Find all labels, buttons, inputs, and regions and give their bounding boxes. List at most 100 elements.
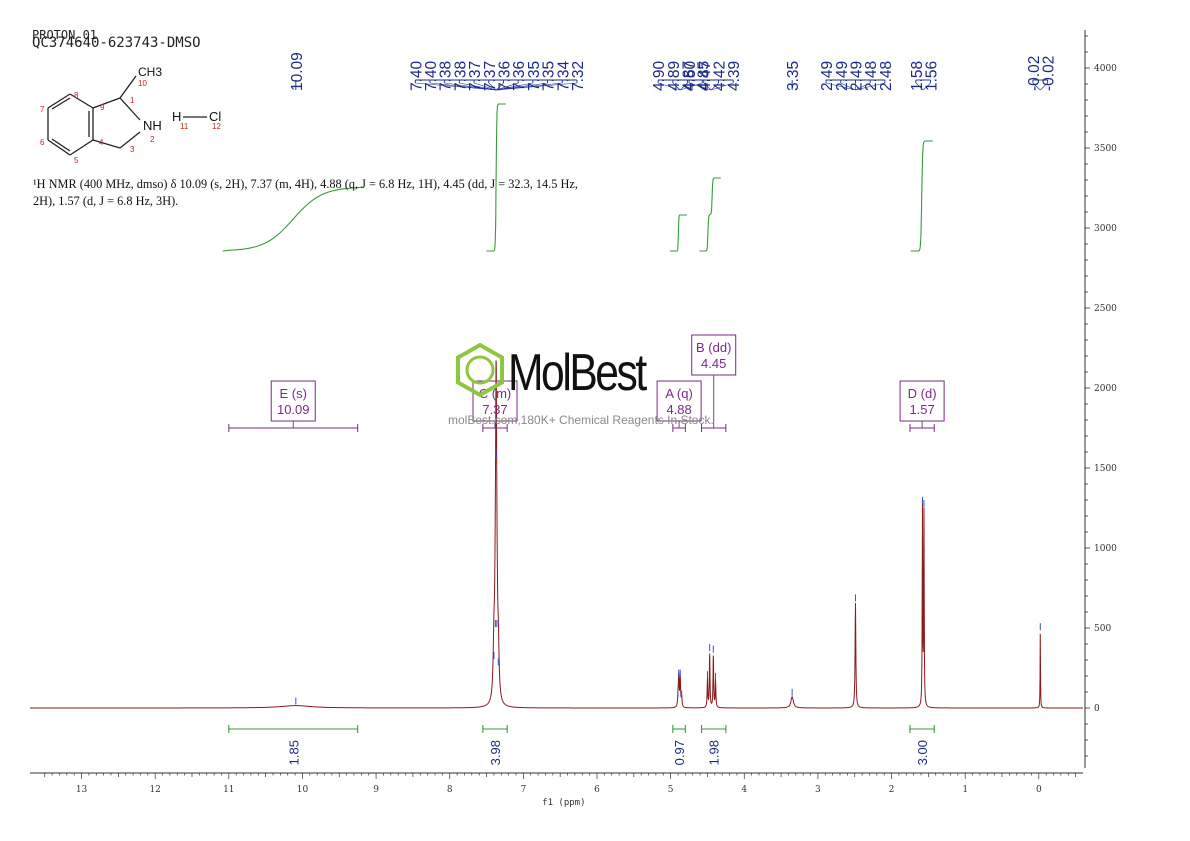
peak-leader xyxy=(1040,82,1048,91)
x-tick-label: 12 xyxy=(149,785,160,795)
integral-curve xyxy=(910,140,933,252)
atom-number: 4 xyxy=(99,138,104,147)
integral-curve xyxy=(486,103,506,252)
atom-number: 7 xyxy=(40,105,45,114)
multiplet-label: D (d) xyxy=(908,386,937,401)
peak-label: 4.50 xyxy=(682,60,699,91)
multiplet-label: B (dd) xyxy=(696,340,731,355)
cl-label: Cl xyxy=(209,109,221,124)
x-tick-label: 6 xyxy=(594,785,600,795)
nh-label: NH xyxy=(143,118,162,133)
integral-value: 3.00 xyxy=(915,740,930,765)
peak-leader xyxy=(680,82,688,91)
peak-leader xyxy=(840,82,856,91)
peak-leader xyxy=(429,82,497,91)
peak-leader xyxy=(703,82,712,91)
peak-label: 2.48 xyxy=(878,61,895,91)
peak-leader xyxy=(825,82,856,91)
molecule-structure xyxy=(47,75,207,156)
peak-leader xyxy=(495,82,504,91)
y-tick-label: 0 xyxy=(1094,704,1100,714)
h-label: H xyxy=(172,109,181,124)
atom-number: 12 xyxy=(212,122,221,131)
peak-label: 2.49 xyxy=(834,61,851,91)
multiplet-label: A (q) xyxy=(665,386,692,401)
x-tick-label: 1 xyxy=(962,785,968,795)
molbest-logo-icon xyxy=(456,342,504,398)
multiplet-shift: 10.09 xyxy=(277,402,310,417)
peak-leader xyxy=(855,82,871,91)
multiplet-label: E (s) xyxy=(280,386,307,401)
experiment-name: PROTON_01 xyxy=(32,28,98,42)
integral-value: 3.98 xyxy=(488,740,503,765)
peak-leader xyxy=(915,82,924,91)
peak-label: 2.49 xyxy=(848,61,865,91)
sample-id: QC374640-623743-DMSO xyxy=(32,35,201,51)
x-tick-label: 4 xyxy=(741,785,747,795)
y-tick-label: 3000 xyxy=(1094,224,1117,234)
peak-leader xyxy=(672,82,681,91)
peak-label: 4.90 xyxy=(651,60,668,91)
multiplet-shift: 1.57 xyxy=(909,402,934,417)
peak-label: 7.37 xyxy=(482,61,499,91)
x-tick-label: 3 xyxy=(815,785,821,795)
peak-leader xyxy=(711,82,734,91)
peak-label: 1.58 xyxy=(909,61,926,91)
peak-label: 1.56 xyxy=(924,61,941,91)
atom-number: 5 xyxy=(74,156,79,165)
x-tick-label: 10 xyxy=(297,785,309,795)
x-tick-label: 7 xyxy=(520,785,526,795)
y-tick-label: 4000 xyxy=(1094,64,1117,74)
y-tick-label: 2000 xyxy=(1094,384,1117,394)
peak-label: 4.89 xyxy=(666,61,683,91)
multiplet-shift: 4.88 xyxy=(666,402,691,417)
integral-value: 0.97 xyxy=(672,740,687,765)
atom-number: 2 xyxy=(150,135,155,144)
peak-leader xyxy=(855,82,885,91)
y-tick-label: 1000 xyxy=(1094,544,1117,554)
peak-label: 7.32 xyxy=(570,61,587,91)
atom-number: 6 xyxy=(40,138,45,147)
x-axis-title: f1 (ppm) xyxy=(542,798,585,808)
peak-label: 7.36 xyxy=(511,61,528,91)
x-tick-label: 2 xyxy=(889,785,895,795)
peak-label: 4.47 xyxy=(697,61,714,91)
atom-number: 10 xyxy=(138,79,147,88)
integral-curve xyxy=(222,186,364,252)
x-tick-label: 13 xyxy=(76,785,88,795)
peak-leader xyxy=(496,82,519,91)
methyl-label: CH3 xyxy=(138,65,162,79)
peak-leader xyxy=(923,82,931,91)
peak-leader xyxy=(496,82,533,91)
spectrum-trace xyxy=(30,360,1083,709)
atom-number: 1 xyxy=(130,96,135,105)
peak-leader xyxy=(688,82,712,91)
y-tick-label: 500 xyxy=(1094,624,1111,634)
integral-value: 1.98 xyxy=(707,740,722,765)
peak-label: 2.48 xyxy=(863,61,880,91)
peak-label: 4.87 xyxy=(681,61,698,91)
multiplet-shift: 7.37 xyxy=(482,402,507,417)
x-tick-label: 9 xyxy=(373,785,379,795)
atom-number: 9 xyxy=(100,103,105,112)
multiplet-shift: 4.45 xyxy=(701,356,726,371)
integral-value: 1.85 xyxy=(286,740,301,765)
atom-number: 8 xyxy=(74,91,79,100)
peak-label: 7.38 xyxy=(438,61,455,91)
peak-label: 10.09 xyxy=(289,52,306,91)
x-tick-label: 11 xyxy=(223,785,234,795)
peak-leader xyxy=(488,82,497,91)
peak-label: 2.49 xyxy=(819,61,836,91)
x-tick-label: 8 xyxy=(447,785,453,795)
x-tick-label: 5 xyxy=(668,785,674,795)
peak-leader xyxy=(459,82,497,91)
watermark-name: MolBest xyxy=(508,344,647,402)
x-tick-label: 0 xyxy=(1036,785,1042,795)
peak-label: 4.85 xyxy=(695,61,712,91)
peak-leader xyxy=(473,82,497,91)
peak-leader xyxy=(680,82,703,91)
y-tick-label: 2500 xyxy=(1094,304,1117,314)
atom-number: 3 xyxy=(130,145,135,154)
peak-leader xyxy=(658,82,681,91)
